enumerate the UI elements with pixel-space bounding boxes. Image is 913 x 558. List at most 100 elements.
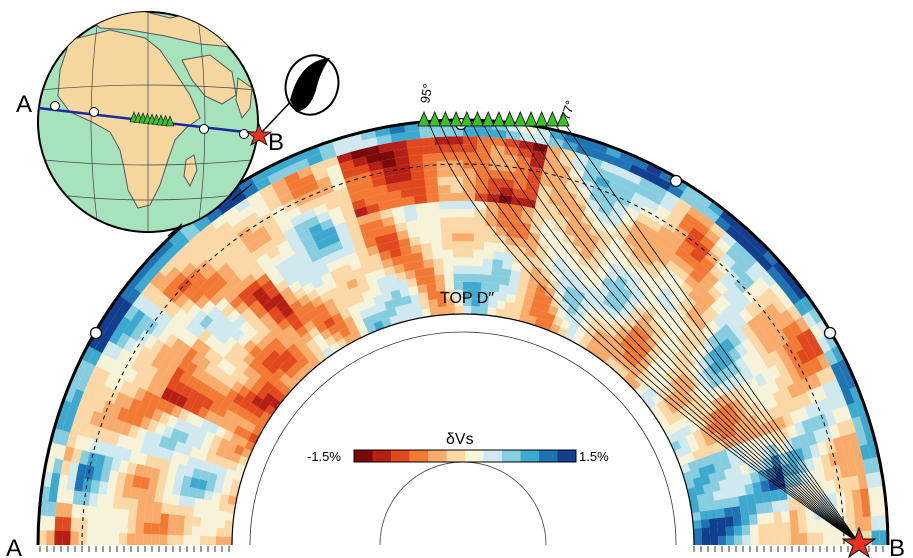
tomography-cell — [710, 535, 719, 545]
tomography-cell — [434, 152, 450, 162]
tomography-cell — [206, 271, 222, 287]
tomography-cell — [715, 469, 727, 482]
tomography-cell — [321, 225, 338, 239]
tomography-cell — [115, 348, 130, 366]
tomography-cell — [327, 171, 345, 185]
tomography-cell — [779, 385, 793, 402]
tomography-cell — [494, 308, 505, 318]
tomography-cell — [461, 152, 477, 161]
tomography-cell — [736, 430, 749, 444]
tomography-cell — [573, 194, 589, 207]
tomography-cell — [451, 241, 463, 250]
tomography-cell — [374, 302, 387, 314]
tomography-cell — [480, 274, 492, 284]
tomography-cell — [297, 255, 313, 269]
tomography-cell — [403, 212, 418, 223]
tomography-cell — [118, 283, 135, 302]
tomography-cell — [80, 345, 95, 364]
tomography-cell — [421, 259, 434, 269]
tomography-cell — [129, 356, 144, 374]
tomography-cell — [646, 190, 664, 205]
tomography-cell — [475, 144, 491, 154]
tomography-cell — [357, 221, 373, 234]
tomography-cell — [441, 249, 453, 259]
tomography-cell — [215, 446, 227, 459]
tomography-cell — [717, 273, 734, 290]
tomography-cell — [222, 429, 234, 443]
tomography-cell — [155, 446, 167, 461]
tomography-cell — [869, 499, 879, 517]
tomography-cell — [65, 475, 77, 492]
tomography-cell — [575, 281, 590, 294]
tomography-cell — [648, 238, 665, 253]
tomography-cell — [608, 261, 623, 275]
tomography-cell — [74, 358, 89, 377]
tomography-cell — [749, 523, 759, 535]
tomography-cell — [215, 262, 232, 279]
tomography-cell — [151, 308, 167, 325]
tomography-cell — [523, 247, 537, 259]
tomography-cell — [399, 188, 414, 199]
tomography-cell — [619, 213, 636, 227]
tomography-cell — [814, 518, 824, 533]
tomography-cell — [226, 503, 236, 514]
station-triangle-icon — [460, 110, 474, 127]
tomography-cell — [240, 253, 256, 269]
tomography-cell — [184, 515, 194, 528]
tomography-cell — [448, 176, 463, 185]
event-star-icon — [841, 526, 877, 558]
tomography-cell — [765, 264, 783, 283]
tomography-cell — [282, 171, 300, 186]
tomography-cell — [146, 287, 163, 305]
tomography-cell — [749, 470, 761, 484]
tomography-cell — [461, 217, 475, 226]
tomography-cell — [163, 481, 174, 495]
tomography-cell — [766, 378, 780, 395]
tomography-cell — [315, 210, 331, 224]
tomography-cell — [94, 532, 103, 545]
tomography-cell — [823, 465, 834, 481]
tomography-cell — [841, 387, 855, 406]
tomography-cell — [138, 488, 148, 502]
tomography-cell — [179, 485, 190, 498]
tomography-cell — [120, 447, 133, 464]
tomography-cell — [364, 203, 380, 215]
tomography-cell — [697, 276, 714, 292]
tomography-cell — [375, 242, 390, 254]
tomography-cell — [700, 473, 711, 486]
tomography-cell — [451, 257, 463, 266]
tomography-cell — [550, 229, 565, 241]
colorbar-min-label: -1.5% — [307, 449, 341, 464]
tomography-cell — [554, 163, 572, 176]
tomography-cell — [678, 260, 695, 276]
label-a: A — [6, 535, 22, 558]
tomography-cell — [161, 245, 179, 263]
tomography-cell — [667, 232, 685, 247]
station-triangle-icon — [481, 110, 495, 127]
tomography-cell — [827, 450, 840, 467]
tomography-cell — [143, 522, 152, 536]
tomography-cell — [702, 482, 713, 494]
tomography-cell — [411, 186, 427, 197]
tomography-cell — [705, 462, 717, 475]
tomography-cell — [352, 206, 369, 219]
colorbar-title: δVs — [446, 431, 474, 448]
tomography-cell — [563, 259, 577, 271]
tomography-cell — [165, 414, 179, 430]
tomography-cell — [163, 333, 178, 350]
tomography-cell — [395, 229, 409, 241]
tomography-cell — [484, 217, 498, 227]
tomography-cell — [62, 517, 72, 533]
tomography-cell — [216, 527, 225, 538]
tomography-cell — [172, 381, 186, 396]
tomography-cell — [155, 480, 166, 494]
tomography-cell — [277, 192, 295, 207]
tomography-cell — [149, 339, 165, 356]
tomography-cell — [156, 239, 174, 257]
tomography-cell — [87, 349, 102, 368]
tomography-cell — [165, 377, 179, 393]
tomography-cell — [697, 213, 715, 230]
tomography-cell — [863, 426, 876, 445]
tomography-cell — [846, 400, 860, 419]
tomography-cell — [536, 184, 553, 196]
